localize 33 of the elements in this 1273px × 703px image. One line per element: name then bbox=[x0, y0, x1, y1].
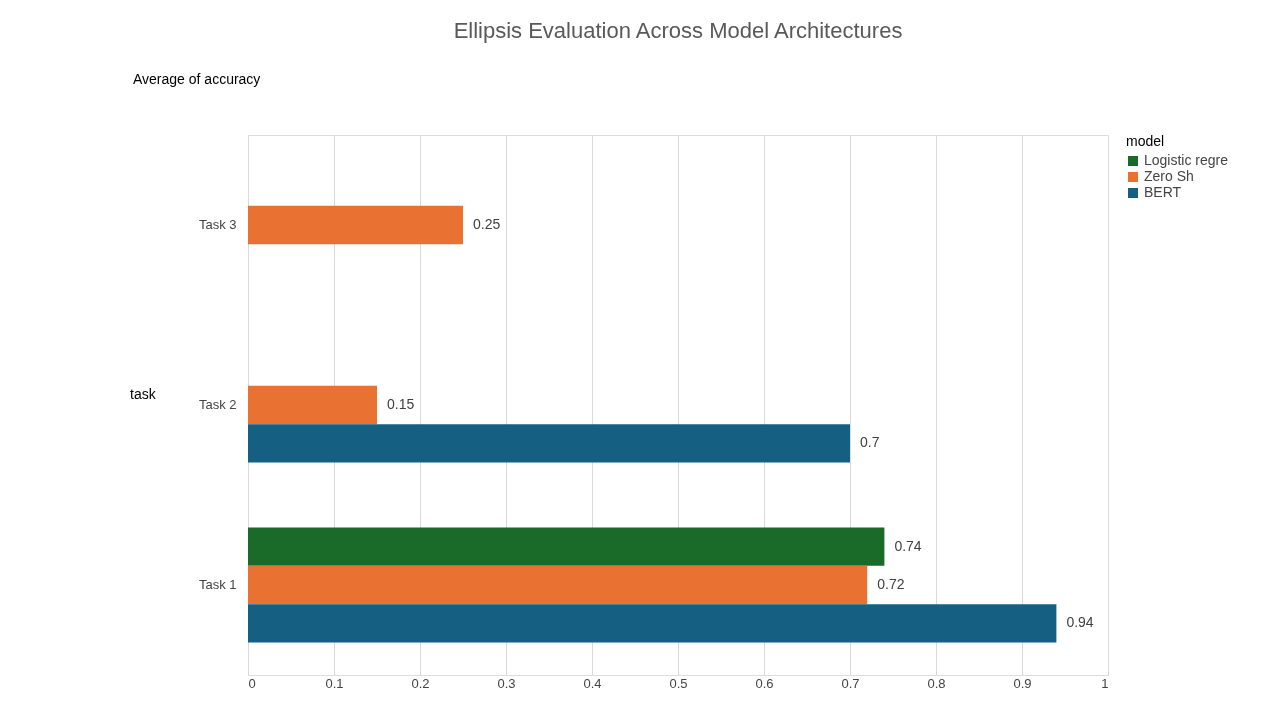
legend-label: Logistic regre bbox=[1144, 152, 1229, 168]
text: Average of accuracy bbox=[133, 71, 261, 87]
x-tick-label: 1 bbox=[1101, 675, 1109, 691]
x-tick-label: 0.7 bbox=[841, 675, 860, 691]
legend-label: BERT bbox=[1144, 184, 1182, 200]
y-axis-title: task bbox=[130, 386, 157, 402]
data-label: 0.72 bbox=[877, 576, 905, 592]
x-tick-label: 0.5 bbox=[669, 675, 688, 691]
x-tick-label: 0.9 bbox=[1013, 675, 1032, 691]
y-tick-label: Task 3 bbox=[198, 217, 237, 232]
x-tick-label: 0.3 bbox=[497, 675, 516, 691]
x-tick-label: 0.1 bbox=[325, 675, 344, 691]
x-tick-label: 0.6 bbox=[755, 675, 774, 691]
x-tick-label: 0 bbox=[248, 675, 256, 691]
data-label: 0.25 bbox=[473, 216, 501, 232]
bar bbox=[248, 604, 1057, 643]
data-label: 0.74 bbox=[894, 537, 922, 554]
data-label: 0.94 bbox=[1066, 614, 1094, 631]
bar bbox=[248, 565, 868, 605]
x-tick-label: 0.8 bbox=[927, 675, 946, 691]
data-label: 0.7 bbox=[860, 434, 880, 451]
y-tick-label: Task 2 bbox=[198, 397, 237, 412]
x-tick-label: 0.4 bbox=[583, 675, 602, 691]
x-tick-label: 0.2 bbox=[411, 675, 430, 691]
chart-title: Ellipsis Evaluation Across Model Architectures bbox=[453, 18, 903, 43]
bar bbox=[248, 527, 885, 566]
bar bbox=[248, 205, 463, 245]
legend-title: model bbox=[1126, 133, 1165, 149]
data-label: 0.15 bbox=[387, 396, 415, 412]
bar bbox=[248, 385, 377, 425]
legend-label: Zero Sh bbox=[1144, 168, 1194, 184]
y-tick-label: Task 1 bbox=[198, 577, 237, 592]
bar bbox=[248, 424, 850, 463]
